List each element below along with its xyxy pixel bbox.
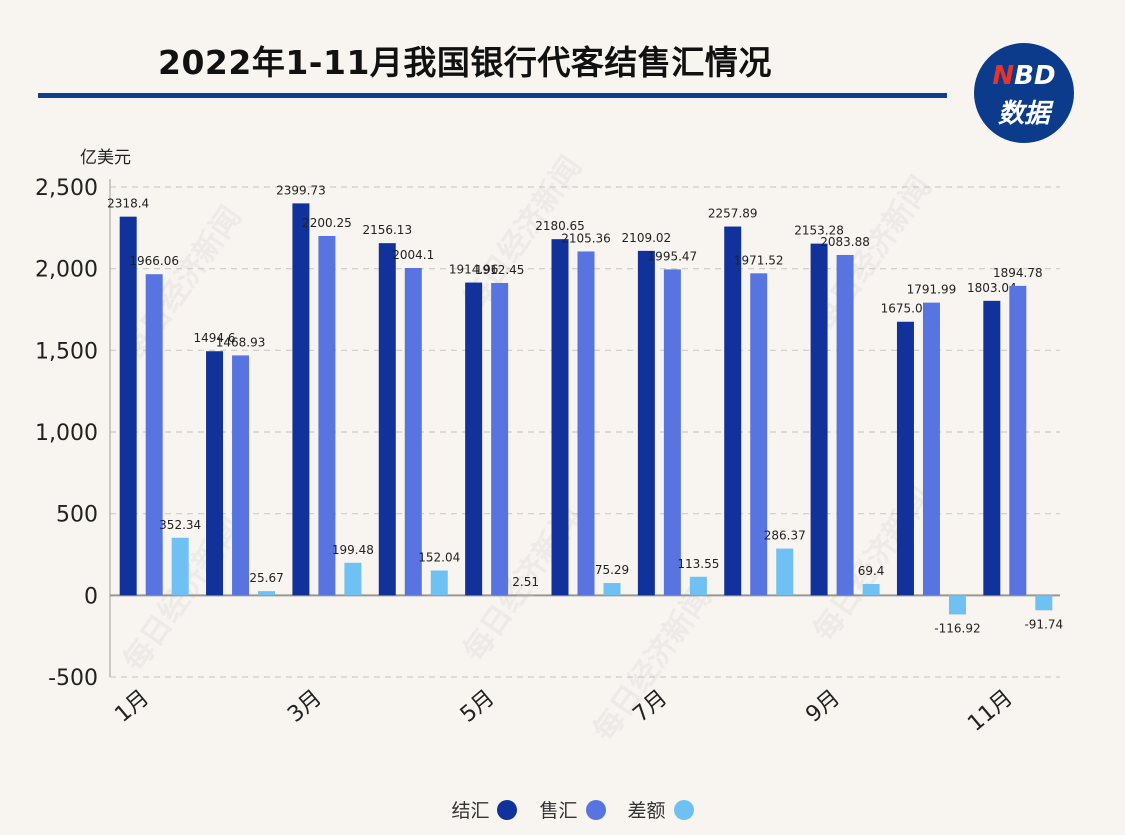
- x-tick-label: 5月: [456, 685, 500, 727]
- data-label: 152.04: [418, 551, 460, 565]
- x-tick-label: 11月: [963, 685, 1017, 736]
- x-tick-label: 7月: [629, 685, 673, 727]
- data-label: 1914.96: [449, 263, 499, 277]
- bar-settlement: [378, 243, 396, 596]
- data-label: 1468.93: [216, 335, 266, 349]
- bar-sales: [232, 355, 250, 596]
- data-label: 2105.36: [561, 231, 611, 245]
- bar-sales: [145, 274, 163, 596]
- bar-settlement: [724, 226, 742, 596]
- bar-difference: [862, 583, 880, 596]
- bar-difference: [258, 591, 276, 596]
- logo-letters-bd: BD: [1014, 61, 1056, 91]
- data-label: -91.74: [1024, 617, 1063, 631]
- data-label: 2156.13: [362, 223, 412, 237]
- legend-dot-sales-icon: [585, 799, 606, 820]
- bar-difference: [689, 576, 707, 596]
- bar-sales: [922, 302, 940, 596]
- y-tick-label: -500: [48, 666, 98, 691]
- bar-sales: [491, 282, 509, 596]
- bar-settlement: [551, 239, 569, 596]
- legend-dot-difference-icon: [673, 799, 694, 820]
- bar-difference: [430, 570, 448, 596]
- bar-sales: [663, 269, 681, 596]
- nbd-logo: NBD 数据: [974, 43, 1074, 143]
- data-label: 2318.4: [107, 197, 149, 211]
- bar-sales: [318, 235, 336, 596]
- data-label: 199.48: [332, 543, 374, 557]
- data-label: 25.67: [249, 571, 283, 585]
- bar-settlement: [983, 300, 1001, 596]
- data-label: 1791.99: [907, 283, 957, 297]
- y-tick-label: 2,000: [35, 258, 98, 283]
- data-label: 2180.65: [535, 219, 585, 233]
- bar-difference: [517, 594, 535, 596]
- y-tick-label: 2,500: [35, 176, 98, 201]
- data-label: 1995.47: [648, 249, 698, 263]
- x-tick-label: 3月: [283, 685, 327, 727]
- bar-settlement: [465, 282, 483, 596]
- bar-difference: [171, 537, 189, 596]
- bar-sales: [836, 254, 854, 596]
- data-label: 352.34: [159, 518, 201, 532]
- data-label: 2083.88: [820, 235, 870, 249]
- bar-sales: [404, 267, 422, 596]
- x-tick-label: 1月: [110, 685, 154, 727]
- bar-sales: [577, 251, 595, 596]
- data-label: 69.4: [858, 564, 885, 578]
- bar-difference: [948, 595, 966, 615]
- data-label: 2200.25: [302, 216, 352, 230]
- bar-settlement: [206, 351, 224, 596]
- bar-settlement: [896, 321, 914, 596]
- logo-text-data: 数据: [997, 99, 1050, 129]
- y-tick-label: 1,000: [35, 421, 98, 446]
- x-tick-label: 9月: [801, 685, 845, 727]
- legend-label-settlement: 结汇: [451, 800, 490, 822]
- bar-settlement: [810, 243, 828, 596]
- bar-difference: [776, 548, 794, 596]
- data-label: 1971.52: [734, 253, 784, 267]
- data-label: 2.51: [512, 575, 539, 589]
- data-label: -116.92: [934, 621, 980, 635]
- bar-settlement: [637, 250, 655, 596]
- legend-item-difference[interactable]: 差额: [628, 796, 694, 823]
- data-label: 286.37: [764, 529, 806, 543]
- data-label: 2109.02: [622, 231, 672, 245]
- legend-item-settlement[interactable]: 结汇: [451, 796, 518, 823]
- logo-letter-n: N: [992, 61, 1015, 91]
- data-label: 1966.06: [129, 254, 179, 268]
- y-tick-label: 500: [56, 503, 98, 528]
- data-label: 1675.07: [881, 302, 931, 316]
- bar-difference: [603, 583, 621, 596]
- legend: 结汇 售汇 差额: [0, 796, 1125, 823]
- legend-item-sales[interactable]: 售汇: [539, 796, 606, 823]
- chart-title: 2022年1-11月我国银行代客结售汇情况: [158, 43, 772, 82]
- bar-settlement: [119, 216, 137, 596]
- legend-label-sales: 售汇: [539, 800, 578, 822]
- bar-difference: [344, 562, 362, 596]
- data-label: 113.55: [677, 557, 719, 571]
- legend-label-difference: 差额: [627, 800, 666, 822]
- data-label: 75.29: [595, 563, 629, 577]
- bar-sales: [1009, 285, 1027, 596]
- data-label: 2153.28: [794, 224, 844, 238]
- bar-sales: [750, 273, 768, 596]
- data-label: 1803.04: [967, 281, 1017, 295]
- y-axis-unit: 亿美元: [80, 148, 131, 168]
- data-label: 2399.73: [276, 183, 326, 197]
- data-label: 2004.1: [392, 248, 434, 262]
- data-label: 1912.45: [475, 263, 525, 277]
- y-tick-label: 1,500: [35, 339, 98, 364]
- data-label: 2257.89: [708, 207, 758, 221]
- title-underline: [38, 93, 947, 98]
- data-label: 1494.6: [194, 331, 236, 345]
- bar-settlement: [292, 203, 310, 596]
- y-tick-label: 0: [84, 584, 98, 609]
- legend-dot-settlement-icon: [497, 799, 518, 820]
- data-label: 1894.78: [993, 266, 1043, 280]
- bar-difference: [1035, 595, 1053, 611]
